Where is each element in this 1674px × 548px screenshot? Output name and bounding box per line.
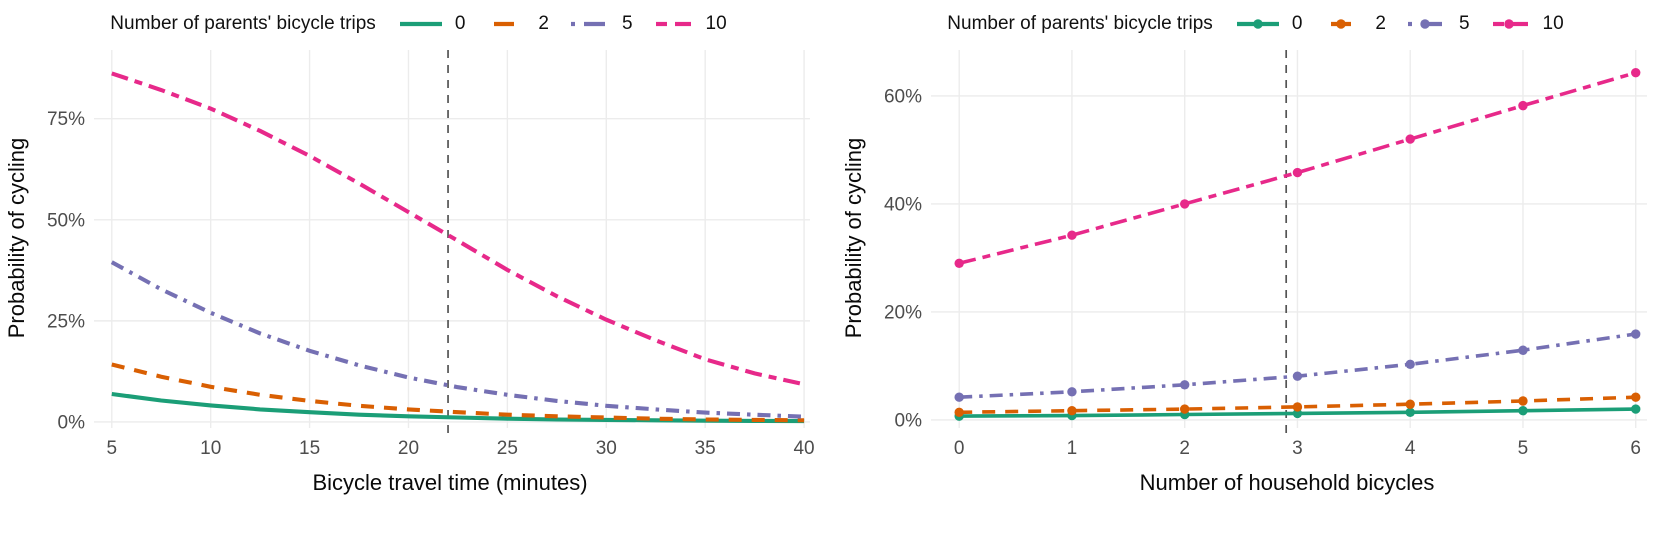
figure-probability-vs-travel-time: Number of parents' bicycle trips 0 2 5 1…	[0, 6, 837, 495]
legend-item-trips-5: 5	[565, 13, 633, 35]
svg-text:10: 10	[200, 438, 221, 459]
legend-item-trips-0: 0	[398, 13, 466, 35]
line-chart-probability-vs-travel-time: 5 10 15 20 25 30 35 40 0% 25% 50% 75%	[47, 50, 815, 459]
y-axis-title-right: Probability of cycling	[841, 137, 866, 339]
legend-key-dashdot-line-dot-icon	[1407, 19, 1442, 29]
legend-item-label: 0	[454, 13, 466, 34]
svg-text:30: 30	[596, 438, 617, 459]
legend-title: Number of parents' bicycle trips	[110, 13, 376, 34]
figure-probability-vs-household-bicycles: Number of parents' bicycle trips 0 2 5 1…	[837, 0, 1674, 548]
legend-item-trips-10: 10	[649, 13, 727, 35]
legend-key-solid-line-icon	[399, 21, 442, 27]
svg-text:4: 4	[1405, 438, 1416, 459]
svg-text:1: 1	[1067, 438, 1078, 459]
legend-item-label: 10	[705, 13, 727, 34]
legend-key-solid-line-dot-icon	[1236, 19, 1279, 29]
svg-text:5: 5	[1518, 438, 1529, 459]
svg-text:40: 40	[793, 438, 814, 459]
svg-text:3: 3	[1292, 438, 1303, 459]
line-chart-probability-vs-household-bicycles: 0 1 2 3 4 5 60%20%40%60%	[884, 50, 1647, 459]
chart-area-left: Probability of cycling 5 10 15 20 25 30 35 40 0%…	[0, 42, 837, 466]
legend-item-label: 2	[538, 13, 549, 34]
y-axis-title-left: Probability of cycling	[4, 137, 29, 339]
legend-key-dashed-line-dot-icon	[1331, 19, 1352, 29]
legend-left: Number of parents' bicycle trips 0 2 5 1…	[0, 6, 837, 42]
legend-item-trips-0: 0	[1235, 13, 1303, 35]
legend-right: Number of parents' bicycle trips 0 2 5 1…	[837, 6, 1674, 42]
x-axis-title-right: Number of household bicycles	[1139, 470, 1435, 495]
svg-text:0%: 0%	[895, 410, 923, 431]
svg-text:20%: 20%	[884, 302, 922, 323]
legend-key-twodash-line-dot-icon	[1492, 19, 1528, 29]
legend-item-label: 5	[621, 13, 633, 34]
legend-key-dashed-line-icon	[494, 21, 515, 27]
legend-item-label: 10	[1542, 13, 1564, 34]
legend-key-twodash-line-icon	[655, 21, 691, 27]
legend-item-trips-5: 5	[1402, 13, 1470, 35]
chart-area-right: Probability of cycling 0 1 2 3 4 5 6 0% 20% 40% 60…	[837, 42, 1674, 466]
svg-text:25: 25	[497, 438, 518, 459]
svg-text:0: 0	[954, 438, 965, 459]
legend-item-trips-2: 2	[481, 13, 549, 35]
legend-item-label: 0	[1291, 13, 1303, 34]
svg-text:0%: 0%	[58, 412, 86, 433]
svg-text:20: 20	[398, 438, 419, 459]
svg-text:5: 5	[107, 438, 118, 459]
legend-item-label: 2	[1375, 13, 1386, 34]
svg-text:25%: 25%	[47, 311, 85, 332]
x-axis-title-left: Bicycle travel time (minutes)	[312, 470, 588, 495]
svg-text:60%: 60%	[884, 86, 922, 107]
svg-text:2: 2	[1179, 438, 1190, 459]
svg-text:75%: 75%	[47, 109, 85, 130]
legend-key-dashdot-line-icon	[570, 21, 605, 27]
svg-text:6: 6	[1630, 438, 1641, 459]
legend-item-label: 5	[1458, 13, 1470, 34]
svg-text:50%: 50%	[47, 210, 85, 231]
legend-item-trips-10: 10	[1486, 13, 1564, 35]
legend-item-trips-2: 2	[1318, 13, 1386, 35]
legend-title: Number of parents' bicycle trips	[947, 13, 1213, 34]
svg-text:35: 35	[695, 438, 716, 459]
svg-text:40%: 40%	[884, 194, 922, 215]
svg-text:15: 15	[299, 438, 320, 459]
